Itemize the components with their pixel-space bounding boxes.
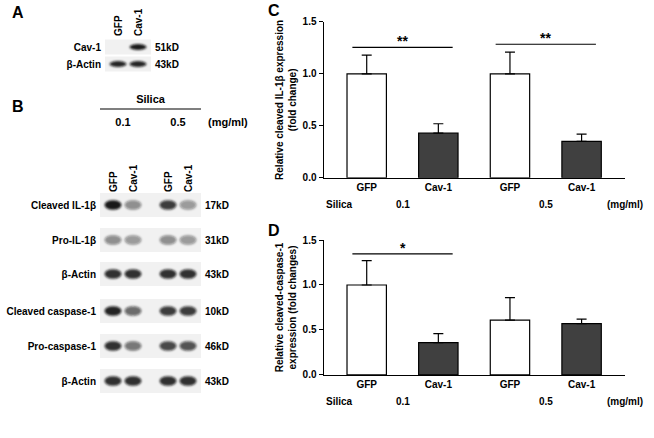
svg-text:Cav-1: Cav-1 bbox=[425, 379, 453, 390]
svg-text:GFP: GFP bbox=[113, 15, 124, 36]
svg-text:β-Actin: β-Actin bbox=[62, 376, 96, 387]
svg-text:Pro-IL-1β: Pro-IL-1β bbox=[52, 235, 96, 246]
svg-text:Cav-1: Cav-1 bbox=[568, 182, 596, 193]
svg-text:β-Actin: β-Actin bbox=[62, 269, 96, 280]
svg-text:GFP: GFP bbox=[108, 171, 119, 192]
svg-text:0.1: 0.1 bbox=[396, 396, 410, 407]
svg-text:B: B bbox=[12, 98, 24, 115]
svg-text:17kD: 17kD bbox=[205, 200, 229, 211]
svg-text:*: * bbox=[400, 240, 406, 256]
svg-text:0.5: 0.5 bbox=[170, 116, 185, 128]
svg-text:46kD: 46kD bbox=[205, 341, 229, 352]
svg-text:GFP: GFP bbox=[500, 182, 521, 193]
svg-text:0.1: 0.1 bbox=[115, 116, 130, 128]
svg-text:43kD: 43kD bbox=[155, 59, 179, 70]
svg-text:**: ** bbox=[397, 33, 408, 49]
svg-text:0.0: 0.0 bbox=[303, 369, 317, 380]
svg-text:Cav-1: Cav-1 bbox=[568, 379, 596, 390]
svg-text:0.1: 0.1 bbox=[396, 199, 410, 210]
svg-text:31kD: 31kD bbox=[205, 235, 229, 246]
svg-text:Silica: Silica bbox=[136, 93, 166, 105]
svg-text:GFP: GFP bbox=[163, 171, 174, 192]
svg-text:1.5: 1.5 bbox=[303, 16, 317, 27]
svg-text:GFP: GFP bbox=[356, 182, 377, 193]
svg-text:Cleaved caspase-1: Cleaved caspase-1 bbox=[6, 306, 96, 317]
svg-text:43kD: 43kD bbox=[205, 376, 229, 387]
svg-text:(mg/ml): (mg/ml) bbox=[208, 116, 248, 128]
svg-text:Cav-1: Cav-1 bbox=[128, 164, 139, 192]
svg-text:Silica: Silica bbox=[326, 199, 353, 210]
svg-text:GFP: GFP bbox=[500, 379, 521, 390]
svg-text:β-Actin: β-Actin bbox=[67, 59, 101, 70]
svg-text:0.5: 0.5 bbox=[539, 396, 553, 407]
svg-text:0.5: 0.5 bbox=[303, 120, 317, 131]
svg-text:GFP: GFP bbox=[356, 379, 377, 390]
svg-text:1.0: 1.0 bbox=[303, 279, 317, 290]
svg-text:51kD: 51kD bbox=[155, 42, 179, 53]
svg-text:Cleaved IL-1β: Cleaved IL-1β bbox=[31, 200, 96, 211]
svg-text:**: ** bbox=[540, 30, 551, 46]
svg-text:(mg/ml): (mg/ml) bbox=[607, 199, 643, 210]
svg-text:D: D bbox=[268, 222, 280, 239]
svg-text:Relative cleaved IL-1β express: Relative cleaved IL-1β expression(fold c… bbox=[274, 20, 298, 180]
svg-text:Silica: Silica bbox=[326, 396, 353, 407]
svg-text:C: C bbox=[268, 2, 280, 19]
svg-text:43kD: 43kD bbox=[205, 269, 229, 280]
svg-text:Cav-1: Cav-1 bbox=[183, 164, 194, 192]
svg-text:Cav-1: Cav-1 bbox=[425, 182, 453, 193]
svg-text:A: A bbox=[12, 4, 24, 21]
svg-text:0.0: 0.0 bbox=[303, 172, 317, 183]
svg-text:(mg/ml): (mg/ml) bbox=[607, 396, 643, 407]
svg-text:10kD: 10kD bbox=[205, 306, 229, 317]
svg-text:Relative cleaved-caspase-1expr: Relative cleaved-caspase-1expression (fo… bbox=[274, 242, 298, 372]
svg-text:Pro-caspase-1: Pro-caspase-1 bbox=[28, 341, 97, 352]
svg-text:Cav-1: Cav-1 bbox=[74, 42, 102, 53]
svg-text:Cav-1: Cav-1 bbox=[133, 8, 144, 36]
svg-text:0.5: 0.5 bbox=[303, 324, 317, 335]
svg-text:1.0: 1.0 bbox=[303, 68, 317, 79]
svg-text:0.5: 0.5 bbox=[539, 199, 553, 210]
svg-text:1.5: 1.5 bbox=[303, 235, 317, 246]
